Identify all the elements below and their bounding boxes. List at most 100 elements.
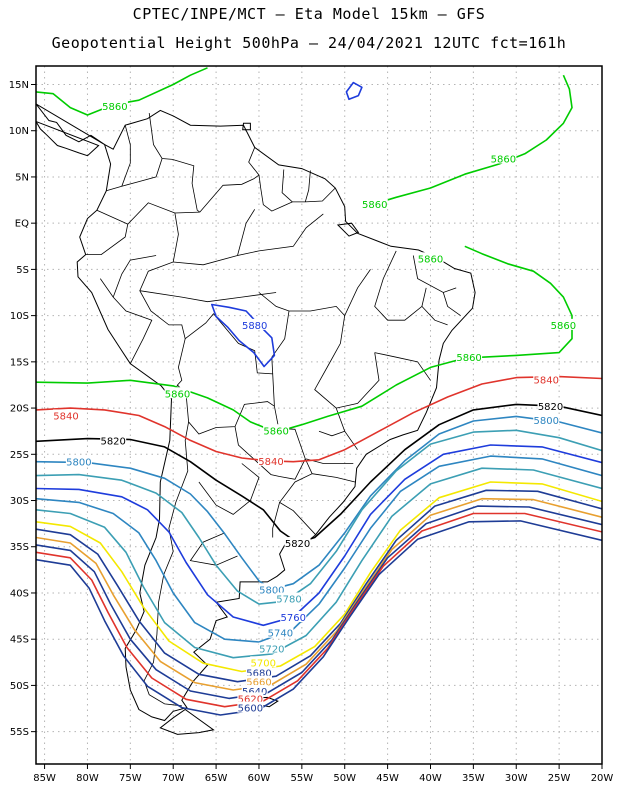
political-border — [121, 125, 131, 187]
contour-5620 — [36, 512, 602, 708]
contour-label-bg — [275, 592, 302, 604]
political-border — [412, 255, 457, 293]
contour-label-5700: 5700 — [251, 658, 276, 669]
political-border — [374, 352, 431, 381]
x-tick-label: 25W — [548, 773, 571, 784]
y-tick-label: 5N — [15, 172, 29, 183]
x-tick-label: 45W — [376, 773, 399, 784]
y-tick-label: 15S — [10, 357, 29, 368]
marajo-outline — [336, 222, 360, 237]
political-border — [99, 278, 153, 364]
y-tick-label: 15N — [9, 80, 29, 91]
y-tick-label: 40S — [10, 588, 29, 599]
central-america-pacific-outline — [36, 120, 100, 157]
political-border — [148, 113, 201, 213]
political-border — [318, 430, 345, 437]
contour-5840 — [36, 375, 602, 463]
contour-label-5780: 5780 — [276, 595, 301, 606]
y-tick-label: 50S — [10, 681, 29, 692]
contour-5680 — [36, 489, 602, 683]
y-tick-label: 20S — [10, 404, 29, 415]
contour-label-bg — [258, 642, 285, 654]
contour-label-5820: 5820 — [100, 436, 125, 447]
trinidad-outline — [242, 122, 251, 131]
contour-label-5860: 5860 — [165, 389, 190, 400]
contour-label-bg — [550, 318, 577, 330]
chart-title-line1: CPTEC/INPE/MCT – Eta Model 15km – GFS — [132, 5, 486, 23]
contour-label-bg — [537, 400, 564, 412]
contour-label-5840: 5840 — [534, 375, 559, 386]
political-border — [96, 202, 176, 225]
political-border — [189, 532, 238, 566]
contour-label-bg — [241, 684, 268, 696]
political-border — [112, 255, 157, 298]
contour-label-5860: 5860 — [491, 154, 516, 165]
y-tick-label: 25S — [10, 450, 29, 461]
political-border — [139, 290, 277, 303]
political-border — [312, 473, 356, 483]
y-tick-label: 45S — [10, 635, 29, 646]
tierra-del-fuego-outline — [159, 708, 215, 735]
political-border — [173, 213, 324, 266]
y-axis-ticks: 15N 10N 5N EQ 5S 10S 15S 20S 25S 30S 35S 40S 45S 50S 5… — [9, 80, 36, 738]
contour-5700 — [36, 481, 602, 673]
contour-label-5860: 5860 — [551, 321, 576, 332]
contour-label-5760: 5760 — [281, 613, 306, 624]
map-outlines — [36, 103, 476, 735]
contour-label-bg — [100, 434, 127, 446]
plot-frame — [35, 65, 603, 765]
chart-title-line2: Geopotential Height 500hPa – 24/04/2021 … — [51, 34, 567, 52]
contour-5720 — [36, 467, 602, 659]
contour-5860 — [36, 245, 573, 433]
contour-label-5840: 5840 — [258, 457, 283, 468]
y-tick-label: 35S — [10, 542, 29, 553]
x-tick-label: 85W — [33, 773, 56, 784]
contour-label-5720: 5720 — [259, 644, 284, 655]
contour-5740 — [36, 455, 602, 643]
y-tick-label: 55S — [10, 727, 29, 738]
contour-5600 — [36, 520, 602, 716]
contour-label-bg — [65, 455, 92, 467]
contour-label-5860: 5860 — [102, 102, 127, 113]
political-border — [272, 502, 280, 538]
contour-label-5800: 5800 — [66, 458, 91, 469]
contour-5820 — [36, 403, 602, 544]
contour-5640 — [36, 505, 602, 700]
contour-label-5860: 5860 — [456, 353, 481, 364]
contour-label-5860: 5860 — [263, 426, 288, 437]
y-tick-label: 5S — [16, 265, 29, 276]
contour-label-5800: 5800 — [534, 416, 559, 427]
x-tick-label: 50W — [333, 773, 356, 784]
gridlines — [36, 66, 603, 764]
x-tick-label: 20W — [591, 773, 614, 784]
contour-5780 — [36, 429, 602, 605]
contour-label-5600: 5600 — [238, 704, 263, 715]
contour-label-bg — [258, 583, 285, 595]
contour-label-bg — [237, 701, 264, 713]
y-tick-label: 10N — [9, 126, 29, 137]
contour-label-5840: 5840 — [53, 411, 78, 422]
political-border — [237, 209, 256, 256]
y-tick-label: 30S — [10, 496, 29, 507]
contour-label-bg — [101, 99, 128, 111]
central-america-outline — [36, 103, 105, 146]
political-border — [258, 175, 336, 212]
political-border — [304, 170, 311, 203]
contour-label-bg — [245, 675, 272, 687]
political-border — [85, 224, 129, 255]
contour-label-bg — [361, 197, 388, 209]
contour-5880 — [345, 81, 363, 101]
contour-label-5740: 5740 — [268, 629, 293, 640]
contour-label-bg — [417, 252, 444, 264]
contour-label-5680: 5680 — [246, 668, 271, 679]
contour-label-bg — [164, 387, 191, 399]
x-tick-label: 30W — [505, 773, 528, 784]
contour-5860 — [374, 74, 573, 205]
contour-label-bg — [257, 454, 284, 466]
contour-label-bg — [241, 318, 268, 330]
contour-label-bg — [284, 537, 311, 549]
y-tick-label: EQ — [15, 219, 29, 230]
contour-label-5820: 5820 — [538, 402, 563, 413]
political-border — [177, 384, 275, 435]
